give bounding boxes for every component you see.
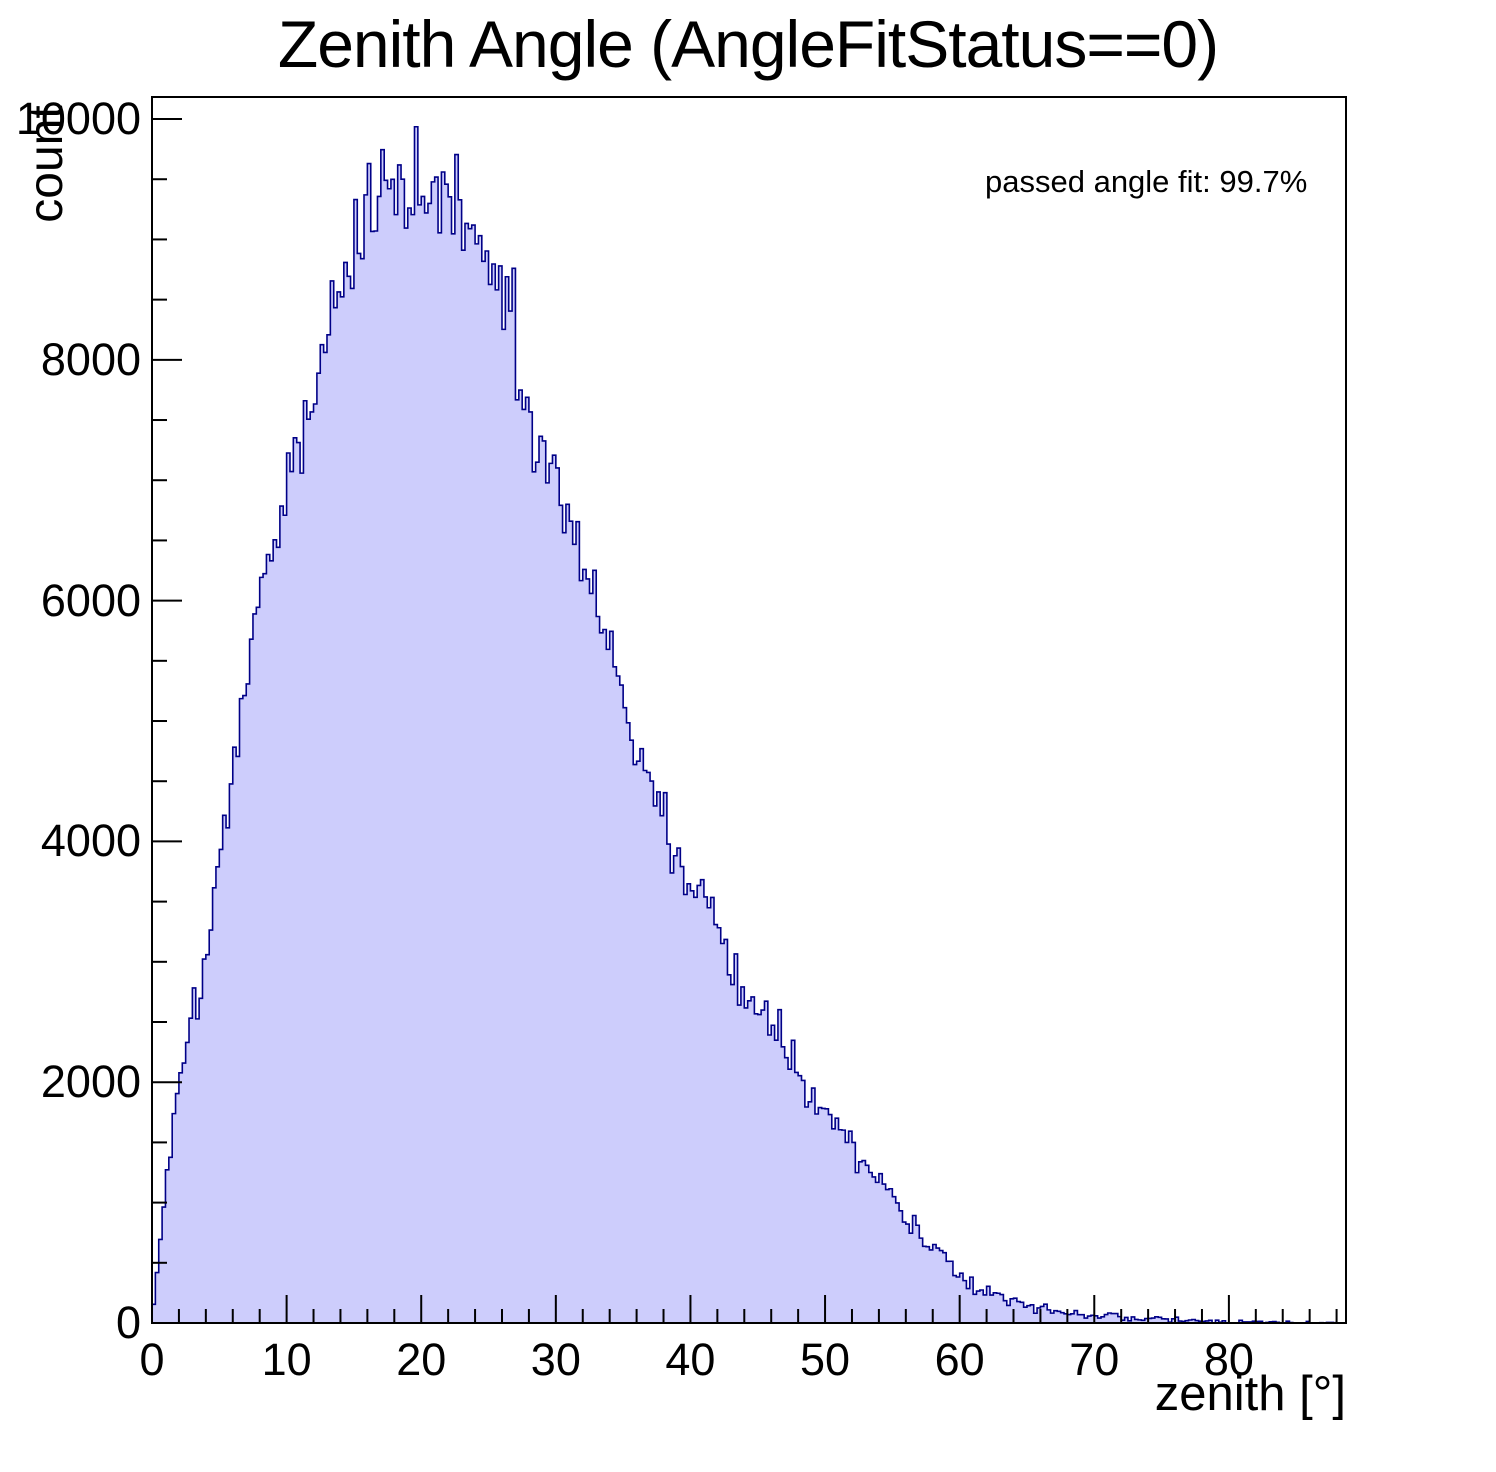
x-axis-ticks (151, 1295, 1338, 1323)
x-tick-label: 30 (530, 1334, 581, 1385)
y-axis-ticks (152, 118, 182, 1324)
x-tick-label: 80 (1203, 1334, 1254, 1385)
x-tick-label: 60 (934, 1334, 985, 1385)
x-tick-label: 50 (800, 1334, 851, 1385)
x-tick-label: 70 (1069, 1334, 1120, 1385)
y-tick-label: 0 (115, 1297, 141, 1348)
plot-frame (151, 96, 1347, 1324)
y-tick-label: 2000 (40, 1056, 141, 1108)
y-tick-label: 8000 (40, 333, 141, 385)
y-tick-label: 10000 (15, 93, 141, 145)
passed-angle-fit-annotation: passed angle fit: 99.7% (985, 164, 1308, 199)
x-tick-label: 0 (139, 1334, 165, 1385)
y-tick-label: 4000 (40, 815, 141, 867)
x-tick-label: 40 (665, 1334, 716, 1385)
x-axis-title: zenith [°] (1154, 1367, 1346, 1421)
histogram-series (151, 125, 1346, 1324)
x-tick-label: 10 (261, 1334, 312, 1385)
x-tick-label: 20 (396, 1334, 447, 1385)
y-tick-label: 6000 (40, 574, 141, 626)
chart-title: Zenith Angle (AngleFitStatus==0) (277, 7, 1219, 81)
